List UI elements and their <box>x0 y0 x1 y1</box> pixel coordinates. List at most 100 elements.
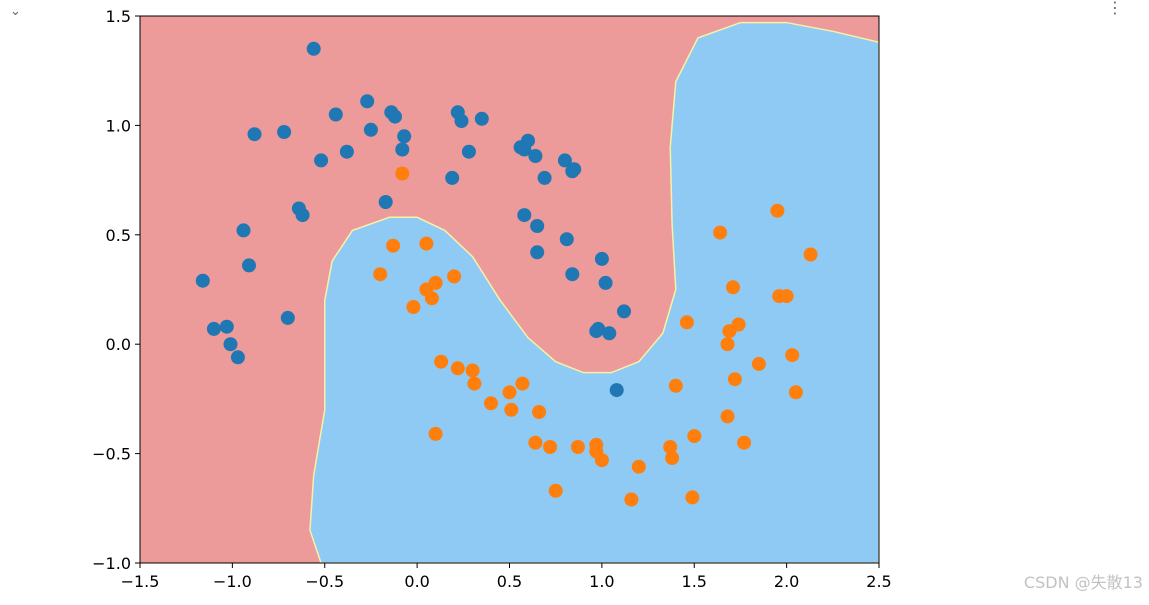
class1-point <box>726 280 740 295</box>
y-tick-label: 1.5 <box>106 7 131 26</box>
class1-point <box>386 238 401 253</box>
class0-point <box>530 245 545 260</box>
class1-point <box>665 451 680 465</box>
class1-point <box>434 354 449 369</box>
class0-point <box>454 114 469 128</box>
y-tick-label: −0.5 <box>92 445 131 464</box>
class0-point <box>236 223 251 238</box>
class1-point <box>406 300 421 314</box>
class1-point <box>803 247 818 262</box>
class1-point <box>543 440 558 454</box>
class1-point <box>779 289 794 304</box>
class1-point <box>668 378 683 393</box>
class0-point <box>617 304 631 319</box>
class0-point <box>602 326 617 341</box>
more-options-icon[interactable]: ⋮ <box>1107 0 1123 17</box>
class0-point <box>609 383 624 398</box>
class0-point <box>363 122 378 137</box>
class1-point <box>424 291 439 306</box>
class0-point <box>517 208 532 223</box>
class0-point <box>474 111 489 126</box>
x-tick-label: −1.0 <box>213 572 252 591</box>
class0-point <box>378 195 393 209</box>
y-axis: −1.0 −0.5 0.0 0.5 1.0 1.5 <box>92 7 140 573</box>
class1-point <box>395 166 410 181</box>
class1-point <box>751 356 766 371</box>
x-tick-label: 1.5 <box>682 572 707 591</box>
class0-point <box>594 251 609 266</box>
class0-point <box>360 94 375 109</box>
class0-point <box>395 142 410 157</box>
class1-point <box>720 409 735 424</box>
class0-point <box>528 149 543 163</box>
y-tick-label: −1.0 <box>92 554 131 573</box>
class1-point <box>515 376 530 391</box>
class1-point <box>679 315 694 330</box>
class1-point <box>504 402 519 417</box>
class1-point <box>465 363 480 378</box>
x-tick-label: 1.0 <box>589 572 614 591</box>
class1-point <box>785 348 800 363</box>
x-tick-label: −1.5 <box>121 572 160 591</box>
x-tick-label: 2.0 <box>774 572 799 591</box>
class0-point <box>247 127 262 142</box>
class0-point <box>461 144 476 159</box>
class1-point <box>685 490 700 505</box>
y-tick-label: 0.5 <box>106 226 131 245</box>
class1-point <box>770 203 785 218</box>
class1-point <box>589 437 604 452</box>
class1-point <box>532 405 547 419</box>
x-tick-label: −0.5 <box>305 572 344 591</box>
class0-point <box>219 319 234 334</box>
class0-point <box>223 337 238 352</box>
class1-point <box>450 361 465 376</box>
class0-point <box>388 109 402 124</box>
class0-point <box>445 170 460 185</box>
class1-point <box>484 396 498 411</box>
class0-point <box>537 170 552 185</box>
class0-point <box>565 267 580 282</box>
class1-point <box>788 385 803 400</box>
class0-point <box>280 310 295 325</box>
class0-point <box>557 153 572 168</box>
class1-point <box>594 453 609 468</box>
class0-point <box>295 208 310 223</box>
class0-point <box>598 275 613 290</box>
class0-point <box>306 41 321 56</box>
class0-point <box>339 144 354 159</box>
class0-point <box>242 258 256 273</box>
class0-point <box>591 321 606 336</box>
data-points <box>195 41 818 507</box>
x-tick-label: 0.0 <box>404 572 429 591</box>
class1-point <box>447 269 462 284</box>
class1-point <box>631 459 646 474</box>
class1-point <box>737 435 752 450</box>
class1-point <box>570 440 585 454</box>
x-tick-label: 0.5 <box>497 572 522 591</box>
class0-point <box>206 321 221 336</box>
class1-point <box>720 337 735 352</box>
class0-point <box>559 232 574 247</box>
class1-point <box>687 429 702 444</box>
class1-point <box>428 275 443 290</box>
class0-point <box>230 350 245 365</box>
class1-region <box>309 21 879 563</box>
class0-point <box>277 125 292 139</box>
collapse-output-icon[interactable]: ⌄ <box>10 4 21 19</box>
watermark: CSDN @失散13 <box>1023 573 1143 592</box>
class1-point <box>528 435 543 450</box>
class1-point <box>373 267 388 282</box>
class0-point <box>397 129 412 144</box>
class1-point <box>727 372 742 387</box>
class0-point <box>195 273 210 288</box>
class1-point <box>548 483 563 498</box>
class1-point <box>428 426 443 441</box>
class1-point <box>713 225 728 240</box>
class1-point <box>502 385 517 400</box>
class1-point <box>731 317 746 332</box>
class0-point <box>521 133 535 148</box>
class1-point <box>467 376 482 391</box>
class1-point <box>624 492 639 507</box>
x-axis: −1.5 −1.0 −0.5 0.0 0.5 1.0 1.5 2.0 2.5 <box>121 563 892 591</box>
class0-point <box>530 219 545 233</box>
